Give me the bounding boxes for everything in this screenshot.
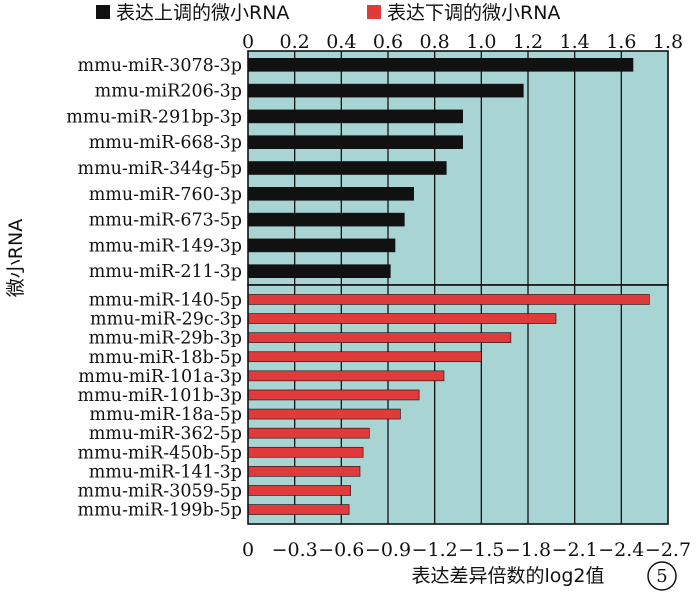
down-bar bbox=[247, 408, 401, 420]
down-bar bbox=[247, 351, 482, 363]
up-category-label: mmu-miR206-3p bbox=[95, 82, 242, 102]
up-bar bbox=[247, 135, 463, 149]
y-axis-title: 微小RNA bbox=[5, 219, 27, 297]
badge-circle bbox=[647, 561, 677, 591]
down-bar bbox=[247, 466, 361, 477]
down-category-label: mmu-miR-362-5p bbox=[89, 424, 242, 444]
down-bar bbox=[247, 370, 445, 382]
up-bar bbox=[247, 57, 634, 72]
down-bar bbox=[247, 389, 420, 401]
down-bar bbox=[247, 485, 351, 496]
up-tick-label: 1.2 bbox=[513, 31, 543, 53]
up-tick-label: 1.4 bbox=[560, 31, 590, 53]
up-bar bbox=[247, 212, 405, 227]
up-category-label: mmu-miR-211-3p bbox=[89, 262, 242, 282]
down-bar bbox=[247, 427, 370, 439]
up-tick-label: 1.6 bbox=[606, 31, 636, 53]
legend: 表达上调的微小RNA 表达下调的微小RNA bbox=[96, 2, 560, 24]
down-category-label: mmu-miR-29c-3p bbox=[90, 310, 242, 330]
upregulated-panel: 0 0.2 0.4 0.6 0.8 1.0 1.2 1.4 1.6 1.8 mmu-miR-3078… bbox=[66, 31, 683, 286]
up-tick-label: 0.2 bbox=[280, 31, 310, 53]
x-axis-title: 表达差异倍数的log2值 bbox=[411, 565, 604, 587]
up-category-label: mmu-miR-668-3p bbox=[89, 133, 242, 153]
down-tick-label: −2.4 bbox=[598, 539, 644, 561]
up-category-label: mmu-miR-149-3p bbox=[89, 236, 242, 256]
down-tick-label: 0 bbox=[242, 539, 254, 561]
down-tick-label: −0.3 bbox=[272, 539, 318, 561]
down-category-label: mmu-miR-140-5p bbox=[89, 290, 242, 310]
down-bar bbox=[247, 332, 512, 343]
up-tick-label: 1.0 bbox=[466, 31, 496, 53]
legend-label-down: 表达下调的微小RNA bbox=[387, 2, 560, 24]
up-category-label: mmu-miR-673-5p bbox=[89, 211, 242, 231]
down-tick-label: −1.8 bbox=[505, 539, 551, 561]
panel-number-badge: 5 bbox=[647, 561, 677, 591]
down-tick-label: −1.5 bbox=[458, 539, 504, 561]
down-category-label: mmu-miR-101b-3p bbox=[77, 386, 242, 406]
up-category-label: mmu-miR-760-3p bbox=[89, 185, 242, 205]
up-tick-label: 0.8 bbox=[420, 31, 450, 53]
down-bar bbox=[247, 313, 557, 324]
down-category-label: mmu-miR-18a-5p bbox=[89, 405, 242, 425]
down-tick-label: −2.1 bbox=[552, 539, 598, 561]
down-category-label: mmu-miR-450b-5p bbox=[77, 443, 242, 463]
down-plot-frame bbox=[247, 284, 669, 525]
legend-label-up: 表达上调的微小RNA bbox=[116, 2, 289, 24]
up-tick-label: 0.4 bbox=[326, 31, 356, 53]
down-tick-label: −0.9 bbox=[365, 539, 411, 561]
down-category-label: mmu-miR-3059-5p bbox=[78, 481, 242, 501]
downregulated-panel: 0 −0.3 −0.6 −0.9 −1.2 −1.5 −1.8 −2.1 −2.4 −2.7 mmu… bbox=[77, 284, 691, 561]
up-bar bbox=[247, 187, 414, 201]
up-tick-label: 1.8 bbox=[653, 31, 683, 53]
up-category-label: mmu-miR-344g-5p bbox=[77, 159, 242, 179]
down-category-label: mmu-miR-29b-3p bbox=[89, 329, 242, 349]
down-category-label: mmu-miR-199b-5p bbox=[77, 501, 242, 521]
up-tick-label: 0 bbox=[242, 31, 254, 53]
up-tick-label: 0.6 bbox=[373, 31, 403, 53]
down-tick-label: −2.7 bbox=[645, 539, 691, 561]
down-plot-background bbox=[248, 285, 668, 524]
up-bar bbox=[247, 161, 447, 175]
up-bar bbox=[247, 238, 396, 253]
down-bar bbox=[247, 294, 650, 305]
down-category-label: mmu-miR-141-3p bbox=[89, 462, 242, 482]
up-bar bbox=[247, 83, 524, 98]
legend-swatch-down bbox=[367, 5, 381, 19]
down-bar bbox=[247, 504, 350, 515]
down-tick-label: −0.6 bbox=[318, 539, 364, 561]
legend-swatch-up bbox=[96, 5, 110, 19]
down-category-label: mmu-miR-101a-3p bbox=[78, 367, 242, 387]
down-tick-label: −1.2 bbox=[412, 539, 458, 561]
down-category-label: mmu-miR-18b-5p bbox=[89, 348, 242, 368]
up-bar bbox=[247, 264, 391, 279]
up-category-label: mmu-miR-291bp-3p bbox=[66, 107, 242, 127]
up-category-label: mmu-miR-3078-3p bbox=[78, 56, 242, 76]
badge-number: 5 bbox=[656, 566, 667, 587]
up-bar bbox=[247, 109, 463, 124]
down-bar bbox=[247, 446, 364, 458]
